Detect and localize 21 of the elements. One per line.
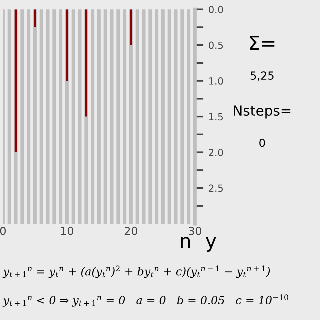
y-axis-title: y [206,237,216,252]
x-tick-label: 0 [0,226,6,236]
text: Nsteps= [234,106,291,119]
x-tick-label: 20 [124,226,138,236]
y-tick-label: 1.0 [209,78,224,85]
y-tick-label: 1.5 [209,113,224,121]
bar [130,10,132,46]
text: 5,25 [250,72,274,82]
y-tick-label: 0.5 [209,42,224,50]
y-tick-label: 2.0 [209,149,224,156]
text: y$_{t+1}$$^{n}$ < 0 ⇒ y$_{t+1}$$^{n}$ = 0 a = 0 b = 0.05 c = 10$^{−10}$ [2,294,288,307]
y-tick-label: 2.5 [209,184,224,192]
text: y$_{t+1}$$^{n}$ = y$_{t}$$^{n}$ + (a(y$_{t}$$^{n}$)$^{2}$ + by$_{t}$$^{n}$ + c)(y$_{t}$$^{n−1}$ − y$_{t}$$^{n+1}$) [2,266,270,278]
x-tick-label: 10 [61,226,74,236]
bar [66,10,68,82]
bar [34,10,36,28]
y-tick-label: 0.0 [209,6,224,14]
text: 0 [260,138,266,148]
x-tick-label: 30 [188,226,202,236]
x-axis-title: n [181,237,190,248]
text: Σ= [250,36,275,50]
